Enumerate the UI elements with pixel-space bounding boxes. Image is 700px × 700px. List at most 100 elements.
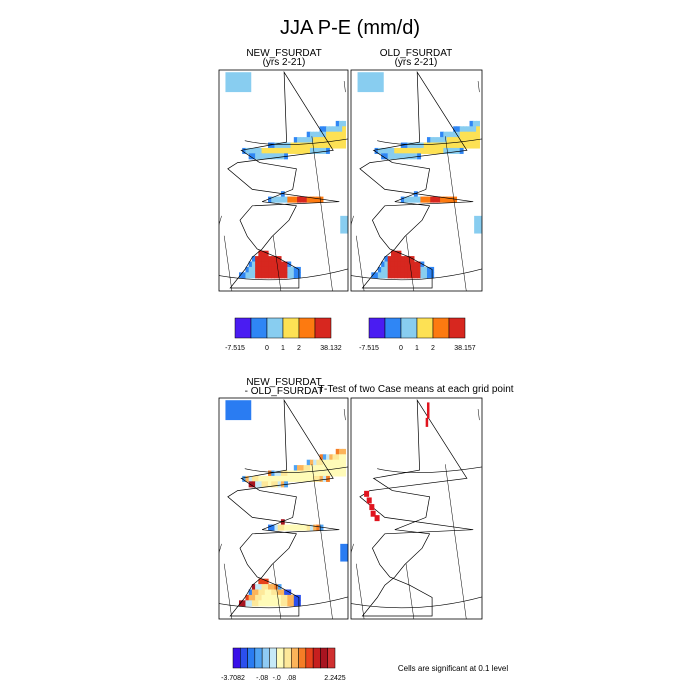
new-map-cell: [313, 137, 317, 144]
new-map-cell: [264, 250, 269, 257]
new-map-cell: [271, 153, 276, 160]
diff-map-cell: [293, 594, 298, 601]
old-map-graticule: [355, 235, 365, 291]
new-map-cell: [332, 131, 337, 138]
diff-map-cell: [297, 524, 301, 531]
diff-map-cell: [268, 470, 272, 477]
new-map-cell: [280, 196, 285, 203]
diff-map-cell: [284, 594, 288, 601]
new-map-cell: [271, 266, 276, 273]
new-map-cell: [248, 266, 253, 273]
old-map-cell: [417, 261, 422, 268]
new-map-cell: [271, 256, 276, 263]
new-map-cell: [284, 261, 288, 268]
new-map-cell: [284, 147, 288, 154]
diff-map-cell: [290, 594, 295, 601]
new-map-cell: [271, 142, 276, 149]
old-map-cell: [400, 153, 405, 160]
panel-title-diff-line2: - OLD_FSURDAT: [245, 386, 324, 397]
panel-title-old: OLD_FSURDAT: [380, 48, 453, 59]
diff-map-cell: [261, 481, 266, 488]
old-map-cell: [472, 142, 477, 149]
panel-frame-new: [218, 69, 349, 292]
colorbar-diff-swatch: [291, 647, 299, 669]
old-map-cell: [423, 266, 428, 273]
diff-map-cell: [297, 475, 301, 482]
colorbar-old-tick-label: 1: [415, 345, 419, 352]
colorbar-new-tick-label: -7.515: [225, 345, 245, 352]
new-map-cell: [284, 266, 288, 273]
diff-map-cell: [306, 524, 311, 531]
new-map-cell: [258, 147, 263, 154]
diff-map-cell: [248, 589, 253, 596]
diff-map-cell: [306, 470, 311, 477]
diff-map-cell: [309, 475, 314, 482]
old-map-cell: [413, 266, 418, 273]
new-map-cell: [309, 142, 314, 149]
old-map-cell: [390, 256, 395, 263]
new-map-cell: [255, 266, 259, 273]
old-map-cell: [433, 142, 438, 149]
diff-map-cell: [319, 475, 324, 482]
old-map-cell: [400, 266, 405, 273]
old-map-cell: [449, 142, 454, 149]
new-map-cell: [284, 142, 288, 149]
new-map-cell: [297, 196, 301, 203]
old-map-cell: [404, 266, 408, 273]
new-map-cell: [293, 147, 298, 154]
old-map-cell: [456, 131, 461, 138]
diff-map-cell: [335, 448, 340, 455]
old-map-cell: [387, 153, 392, 160]
new-map-cell: [277, 272, 282, 279]
diff-map-cell: [300, 465, 305, 472]
diff-map-cell: [248, 594, 253, 601]
old-map-cell: [394, 261, 399, 268]
new-map-cell: [326, 137, 330, 144]
new-map-cell: [248, 272, 253, 279]
diff-map-cell: [255, 600, 259, 607]
new-map-cell: [338, 120, 343, 127]
colorbar-diff-swatch: [298, 647, 307, 669]
new-map-cell: [335, 137, 340, 144]
old-map-cell: [371, 272, 376, 279]
new-map-cell: [309, 147, 314, 154]
diff-map-cell: [290, 475, 295, 482]
diff-map-cell: [280, 594, 285, 601]
old-map-cell: [446, 131, 451, 138]
old-map-cell: [420, 147, 425, 154]
old-map-cell: [420, 196, 425, 203]
new-map-cell: [316, 196, 321, 203]
new-map-cell: [300, 196, 305, 203]
old-map-cell: [400, 196, 405, 203]
old-map-cell: [459, 126, 464, 133]
diff-map-cell: [258, 578, 263, 585]
diff-map-coastline: [227, 398, 340, 617]
old-map-cell: [456, 147, 461, 154]
new-map-cell: [329, 126, 334, 133]
diff-map-cell: [309, 459, 314, 466]
new-map-cell: [309, 196, 314, 203]
diff-map-cell: [277, 524, 282, 531]
new-map-cell: [261, 250, 266, 257]
diff-map-cell: [335, 459, 340, 466]
diff-map-cell: [251, 594, 256, 601]
old-map-cell: [404, 256, 408, 263]
ttest-map-graticule: [405, 563, 415, 619]
old-map-cell: [390, 147, 395, 154]
diff-map-cell: [258, 475, 263, 482]
new-map-graticule: [223, 235, 233, 291]
colorbar-old-swatch: [384, 317, 402, 339]
new-map-cell: [287, 142, 292, 149]
diff-map-graticule: [223, 563, 233, 619]
new-map-cell: [316, 147, 321, 154]
diff-map-cell: [248, 475, 253, 482]
old-map-cell: [410, 196, 415, 203]
diff-map-cell: [319, 524, 324, 531]
new-map-cell: [264, 266, 269, 273]
diff-map-cell: [313, 465, 317, 472]
old-map-graticule: [477, 81, 480, 93]
new-map-cell: [290, 272, 295, 279]
new-map-cell: [313, 131, 317, 138]
new-map-cell: [338, 131, 343, 138]
old-map-coastline: [359, 70, 474, 289]
